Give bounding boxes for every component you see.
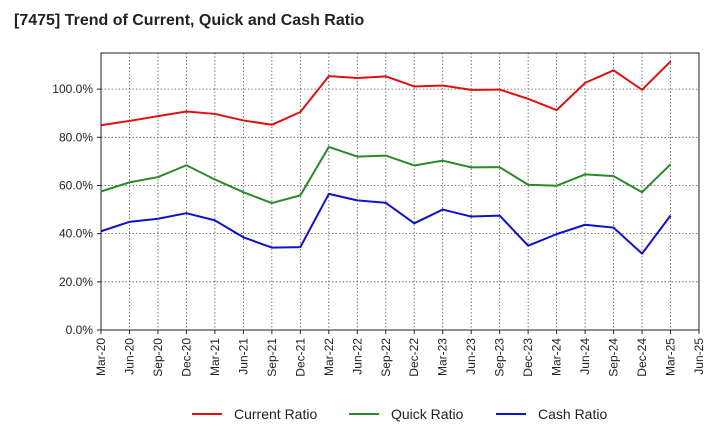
x-tick-label: Jun-21 xyxy=(236,338,250,375)
x-tick-label: Sep-22 xyxy=(379,338,393,377)
y-tick-label: 40.0% xyxy=(59,227,93,241)
cash-ratio-line xyxy=(100,192,672,255)
x-tick-label: Dec-24 xyxy=(635,338,649,377)
x-tick-label: Mar-24 xyxy=(550,338,564,376)
y-tick-label: 60.0% xyxy=(59,178,93,192)
series-lines xyxy=(100,60,672,255)
horizontal-gridlines xyxy=(101,88,699,283)
x-tick-label: Sep-23 xyxy=(493,338,507,377)
x-axis-ticks: Mar-20 Jun-20 Sep-20 Dec-20 Mar-21 Jun-21 Sep-… xyxy=(94,330,706,377)
x-tick-label: Dec-21 xyxy=(293,338,307,377)
x-tick-label: Mar-22 xyxy=(322,338,336,376)
x-tick-label: Jun-25 xyxy=(692,338,706,375)
x-tick-label: Jun-22 xyxy=(350,338,364,375)
x-tick-label: Jun-23 xyxy=(464,338,478,375)
plot-background xyxy=(101,53,699,330)
x-tick-label: Mar-23 xyxy=(436,338,450,376)
x-tick-label: Mar-25 xyxy=(664,338,678,376)
chart-title: [7475] Trend of Current, Quick and Cash … xyxy=(14,12,365,29)
y-tick-label: 20.0% xyxy=(59,275,93,289)
x-tick-label: Jun-24 xyxy=(578,338,592,375)
quick-ratio-line xyxy=(100,145,672,205)
current-ratio-legend-label: Current Ratio xyxy=(234,406,317,422)
x-tick-label: Sep-24 xyxy=(607,338,621,377)
x-tick-label: Dec-22 xyxy=(407,338,421,377)
x-tick-label: Dec-20 xyxy=(179,338,193,377)
current-ratio-line xyxy=(100,60,672,127)
x-tick-label: Sep-21 xyxy=(265,338,279,377)
x-tick-label: Mar-21 xyxy=(208,338,222,376)
legend: Current Ratio Quick Ratio Cash Ratio xyxy=(192,406,607,422)
x-tick-label: Sep-20 xyxy=(151,338,165,377)
y-axis-ticks: 0.0% 20.0% 40.0% 60.0% 80.0% 100.0% xyxy=(52,82,101,337)
cash-ratio-legend-label: Cash Ratio xyxy=(538,406,607,422)
y-tick-label: 100.0% xyxy=(52,82,93,96)
y-tick-label: 0.0% xyxy=(66,323,94,337)
quick-ratio-legend-label: Quick Ratio xyxy=(391,406,464,422)
y-tick-label: 80.0% xyxy=(59,130,93,144)
x-tick-label: Dec-23 xyxy=(521,338,535,377)
x-tick-label: Mar-20 xyxy=(94,338,108,376)
x-tick-label: Jun-20 xyxy=(122,338,136,375)
